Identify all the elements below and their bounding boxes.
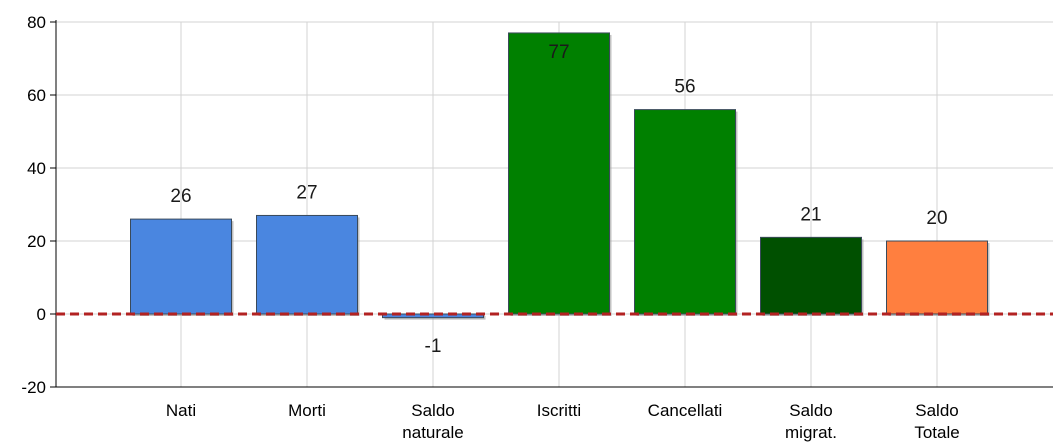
bar [886, 240, 988, 315]
x-tick-label: Cancellati [648, 401, 723, 420]
labels: 80 60 40 20 0 -20 26 Nati 27 Morti -1 Saldo naturale… [21, 13, 959, 442]
bar [130, 218, 232, 315]
axes [50, 20, 1053, 388]
y-tick-label: 0 [37, 305, 46, 324]
data-label: 21 [800, 204, 821, 225]
y-tick-label: -20 [21, 378, 46, 397]
x-tick-label: Nati [166, 401, 196, 420]
x-tick-label: Iscritti [537, 401, 581, 420]
bar [256, 214, 358, 315]
y-tick-label: 80 [27, 13, 46, 32]
data-label: 26 [170, 186, 191, 207]
bar [508, 32, 610, 315]
y-tick-label: 20 [27, 232, 46, 251]
x-tick-label: Morti [288, 401, 326, 420]
bars [130, 32, 990, 320]
bar [382, 313, 484, 319]
data-label: 56 [674, 77, 695, 98]
bar [760, 236, 862, 315]
x-tick-label: Saldo naturale [402, 401, 463, 442]
data-label: 27 [296, 182, 317, 203]
y-tick-label: 40 [27, 159, 46, 178]
x-tick-label: Saldo migrat. [785, 401, 837, 442]
x-tick-label: Saldo Totale [914, 401, 959, 442]
y-tick-label: 60 [27, 86, 46, 105]
data-label: 77 [548, 42, 569, 63]
bar [634, 109, 736, 315]
data-label: -1 [425, 336, 442, 357]
data-label: 20 [926, 208, 947, 229]
